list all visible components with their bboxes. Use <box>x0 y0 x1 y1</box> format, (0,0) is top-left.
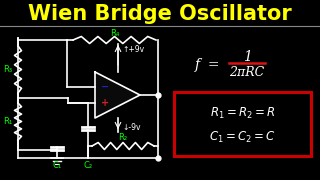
Text: C₁: C₁ <box>52 161 62 170</box>
Text: +: + <box>101 98 109 108</box>
Text: f  =: f = <box>195 58 220 72</box>
Text: Wien Bridge Oscillator: Wien Bridge Oscillator <box>28 4 292 24</box>
Text: 1: 1 <box>243 50 252 64</box>
Text: R₁: R₁ <box>4 116 12 125</box>
Text: 2πRC: 2πRC <box>229 66 265 78</box>
Polygon shape <box>95 72 140 118</box>
Text: R₄: R₄ <box>110 28 120 37</box>
Text: R₃: R₃ <box>4 64 12 73</box>
Text: $C_1 = C_2 = C$: $C_1 = C_2 = C$ <box>209 129 276 145</box>
Text: C₂: C₂ <box>84 161 92 170</box>
Text: ↑+9v: ↑+9v <box>122 46 144 55</box>
Text: R₂: R₂ <box>118 134 128 143</box>
Text: ↓-9v: ↓-9v <box>122 123 140 132</box>
Text: $R_1 = R_2 = R$: $R_1 = R_2 = R$ <box>210 105 275 121</box>
FancyBboxPatch shape <box>174 92 311 156</box>
Text: −: − <box>101 82 109 92</box>
